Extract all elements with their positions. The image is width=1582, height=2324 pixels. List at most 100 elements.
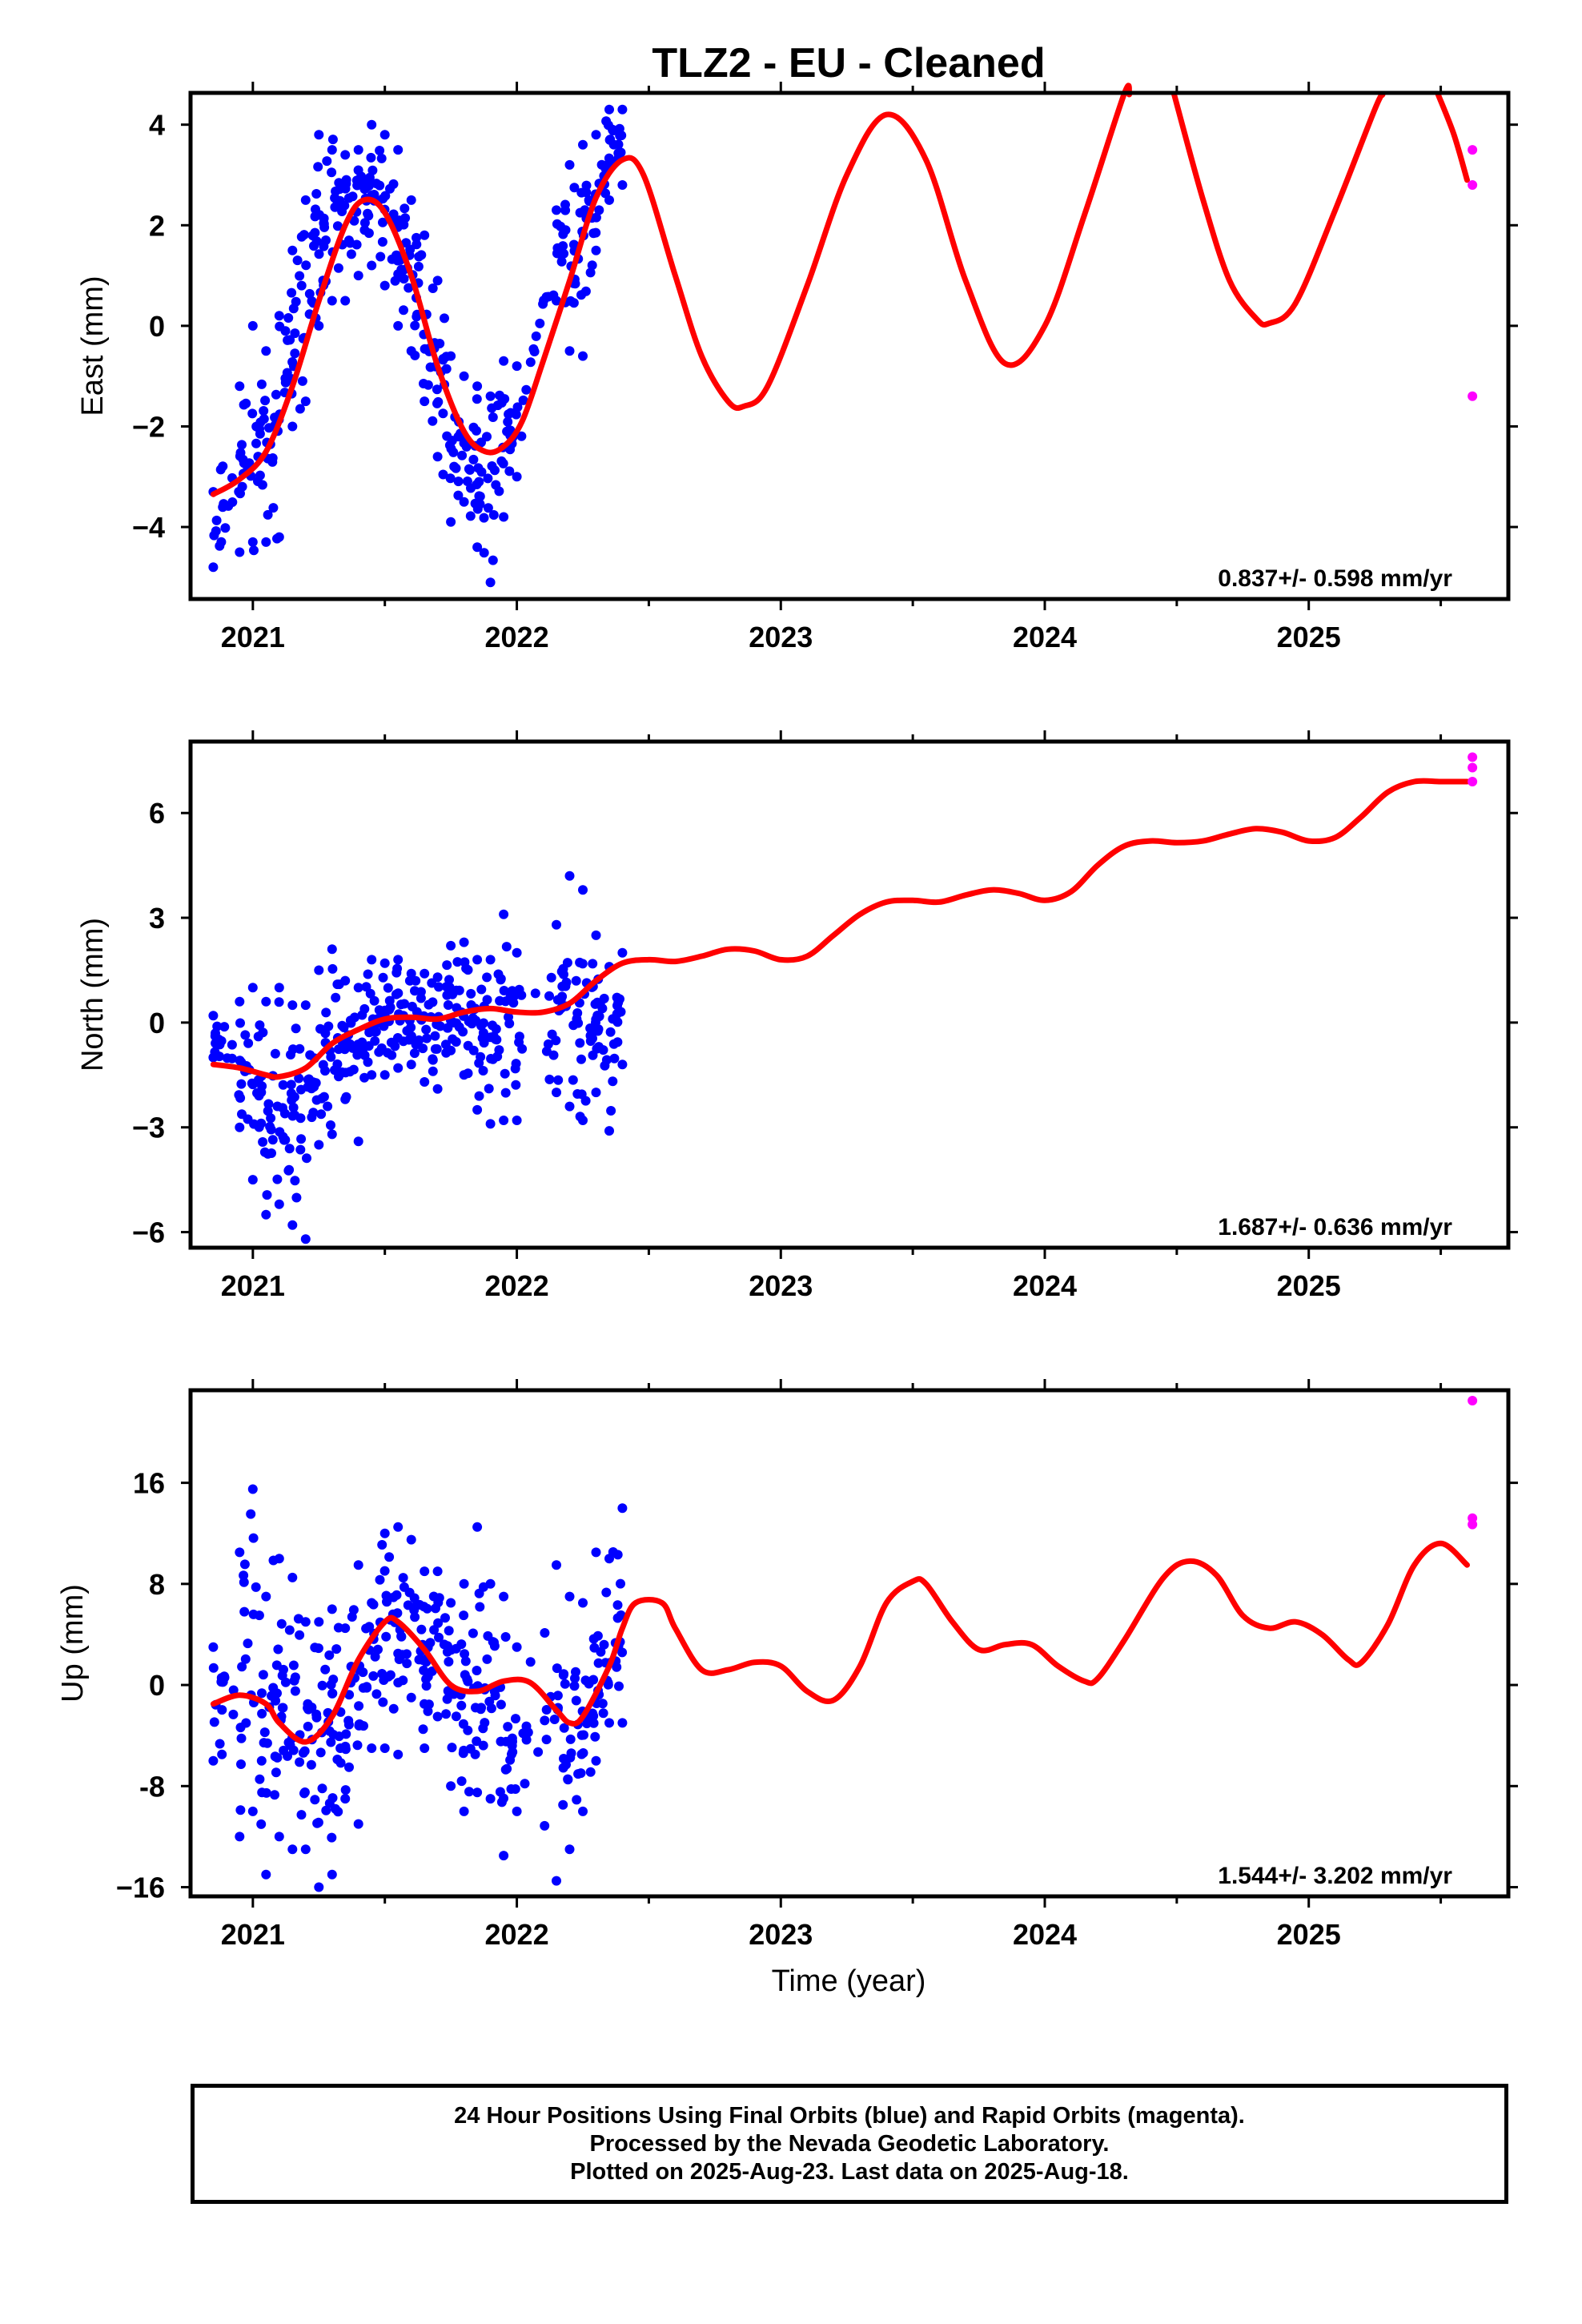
east-y-tick-label: 4: [149, 109, 165, 142]
up-final-point: [612, 1662, 622, 1672]
north-final-point: [284, 1144, 295, 1154]
north-final-point: [265, 1121, 275, 1132]
north-x-tick-label: 2023: [749, 1269, 813, 1302]
north-y-axis-label: North (mm): [76, 918, 110, 1072]
up-final-point: [540, 1628, 550, 1638]
up-final-point: [328, 1675, 339, 1685]
up-final-point: [459, 1578, 469, 1589]
east-final-point: [588, 228, 599, 239]
east-final-point: [518, 395, 528, 405]
east-final-point: [349, 215, 359, 226]
east-final-point: [468, 422, 479, 432]
north-final-point: [314, 1140, 324, 1150]
caption-line-1: 24 Hour Positions Using Final Orbits (bl…: [454, 2103, 1245, 2129]
up-final-point: [317, 1680, 327, 1691]
up-final-point: [375, 1574, 385, 1585]
east-final-point: [585, 267, 596, 278]
up-final-point: [592, 1630, 603, 1641]
north-final-point: [427, 978, 437, 988]
up-x-tick-label: 2021: [221, 1918, 285, 1951]
east-final-point: [559, 248, 569, 259]
up-final-point: [468, 1628, 478, 1638]
east-final-point: [423, 380, 433, 390]
north-final-point: [605, 1027, 616, 1037]
up-final-point: [552, 1876, 561, 1886]
east-final-point: [459, 497, 469, 507]
up-final-point: [451, 1711, 461, 1722]
east-final-point: [414, 251, 424, 262]
north-final-point: [578, 1116, 588, 1125]
up-final-point: [540, 1820, 550, 1831]
up-final-point: [352, 1740, 363, 1751]
north-final-point: [578, 885, 588, 895]
north-final-point: [208, 1052, 219, 1063]
east-final-point: [604, 104, 614, 115]
up-final-point: [259, 1727, 270, 1738]
north-final-point: [608, 1076, 618, 1087]
north-final-point: [476, 984, 487, 995]
up-final-point: [598, 1708, 608, 1719]
east-final-point: [479, 548, 489, 558]
east-final-point: [552, 205, 561, 215]
north-final-point: [295, 1144, 306, 1155]
east-final-point: [472, 394, 482, 404]
east-final-point: [314, 130, 324, 140]
north-final-point: [564, 870, 575, 881]
east-final-point: [462, 476, 472, 486]
up-final-point: [208, 1663, 219, 1673]
north-final-point: [496, 974, 506, 984]
up-final-point: [296, 1810, 307, 1820]
north-frame: [188, 739, 1511, 1250]
east-final-point: [472, 381, 483, 392]
up-final-point: [565, 1734, 576, 1744]
up-final-point: [313, 1643, 323, 1654]
east-final-point: [500, 394, 510, 404]
north-final-point: [459, 937, 469, 947]
up-final-point: [499, 1591, 509, 1602]
up-final-point: [541, 1705, 552, 1715]
north-final-point: [594, 1011, 604, 1022]
north-final-point: [516, 990, 527, 1000]
up-final-point: [505, 1755, 516, 1765]
up-final-point: [379, 1566, 390, 1576]
up-final-point: [533, 1747, 544, 1757]
up-final-point: [503, 1722, 513, 1732]
east-final-point: [459, 371, 469, 381]
north-final-point: [212, 1021, 223, 1031]
north-final-point: [252, 1088, 262, 1098]
east-final-point: [359, 218, 370, 228]
east-final-point: [432, 384, 442, 395]
north-final-point: [340, 1094, 351, 1104]
east-x-tick-label: 2023: [749, 621, 813, 653]
north-final-point: [327, 944, 337, 955]
up-final-point: [377, 1540, 387, 1550]
north-final-point: [288, 1103, 299, 1112]
east-final-point: [504, 466, 515, 476]
north-final-point: [261, 1209, 271, 1220]
up-final-point: [314, 1882, 324, 1892]
north-final-point: [284, 1164, 295, 1175]
up-final-point: [273, 1644, 283, 1655]
north-final-point: [261, 996, 271, 1007]
north-final-point: [393, 955, 404, 965]
north-final-point: [617, 1059, 628, 1070]
north-final-point: [454, 985, 464, 995]
east-final-point: [499, 512, 509, 522]
up-final-point: [398, 1675, 408, 1686]
north-final-point: [501, 942, 512, 952]
east-final-point: [580, 286, 591, 296]
up-final-point: [552, 1560, 561, 1570]
east-final-point: [558, 229, 568, 239]
north-final-point: [601, 1055, 612, 1065]
north-final-point: [604, 1126, 614, 1136]
up-final-point: [472, 1522, 483, 1532]
east-final-point: [556, 256, 567, 267]
up-final-point: [446, 1598, 456, 1608]
north-final-point: [482, 972, 492, 983]
north-final-point: [274, 1199, 284, 1209]
up-final-point: [510, 1784, 520, 1794]
up-final-point: [311, 1712, 322, 1723]
east-final-point: [251, 438, 261, 448]
up-final-point: [472, 1666, 482, 1675]
up-final-point: [559, 1723, 569, 1733]
